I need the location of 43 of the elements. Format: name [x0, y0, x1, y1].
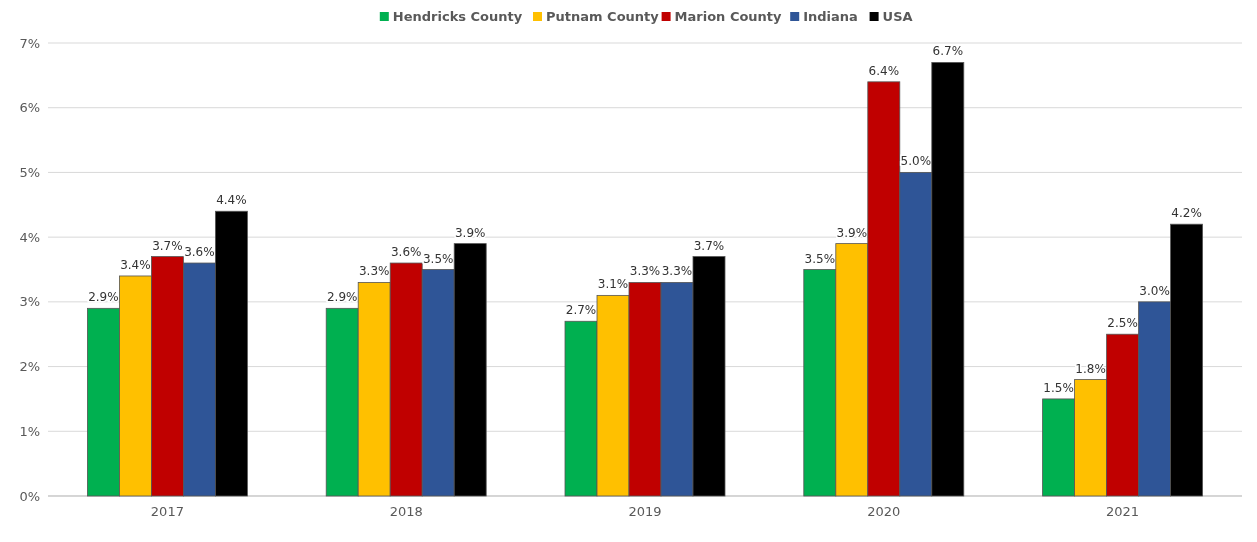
y-tick-label: 4%	[19, 229, 40, 245]
y-tick-label: 0%	[19, 488, 40, 504]
x-tick-label: 2017	[150, 504, 184, 519]
data-label: 4.2%	[1171, 206, 1202, 221]
data-label: 3.9%	[836, 225, 868, 240]
y-tick-label: 3%	[19, 294, 40, 310]
data-label: 3.9%	[454, 225, 486, 240]
legend-label: Marion County	[674, 8, 783, 24]
y-tick-label: 7%	[19, 35, 40, 51]
x-tick-label: 2019	[628, 504, 662, 519]
data-label: 2.5%	[1107, 316, 1138, 331]
x-tick-label: 2018	[389, 504, 423, 519]
x-tick-label: 2020	[867, 504, 901, 519]
data-label: 3.6%	[184, 245, 215, 260]
y-tick-label: 1%	[19, 423, 40, 439]
x-tick-label: 2021	[1106, 504, 1140, 519]
data-label: 3.3%	[358, 264, 390, 279]
data-label: 6.4%	[868, 63, 900, 78]
data-label: 3.5%	[804, 251, 836, 266]
data-label: 3.1%	[597, 277, 629, 292]
data-label: 2.9%	[326, 290, 358, 305]
data-label: 2.7%	[565, 303, 597, 318]
data-label: 2.9%	[88, 290, 119, 305]
data-label: 3.5%	[422, 251, 454, 266]
data-label: 3.6%	[390, 245, 422, 260]
data-label: 5.0%	[900, 154, 932, 169]
data-label: 3.3%	[661, 264, 693, 279]
y-tick-label: 5%	[19, 164, 40, 180]
y-tick-label: 6%	[19, 100, 40, 116]
legend-label: Hendricks County	[392, 8, 523, 24]
data-label: 3.4%	[120, 257, 151, 272]
data-label: 3.7%	[693, 238, 725, 253]
data-label: 3.7%	[152, 238, 183, 253]
legend-label: Indiana	[803, 8, 858, 24]
data-label: 4.4%	[216, 193, 247, 208]
data-label: 1.5%	[1043, 380, 1074, 395]
data-label: 6.7%	[932, 44, 964, 59]
y-tick-label: 2%	[19, 359, 40, 375]
legend-label: Putnam County	[546, 8, 660, 24]
legend-label: USA	[882, 8, 913, 24]
data-label: 1.8%	[1075, 361, 1106, 376]
data-label: 3.0%	[1139, 283, 1170, 298]
data-label: 3.3%	[629, 264, 661, 279]
